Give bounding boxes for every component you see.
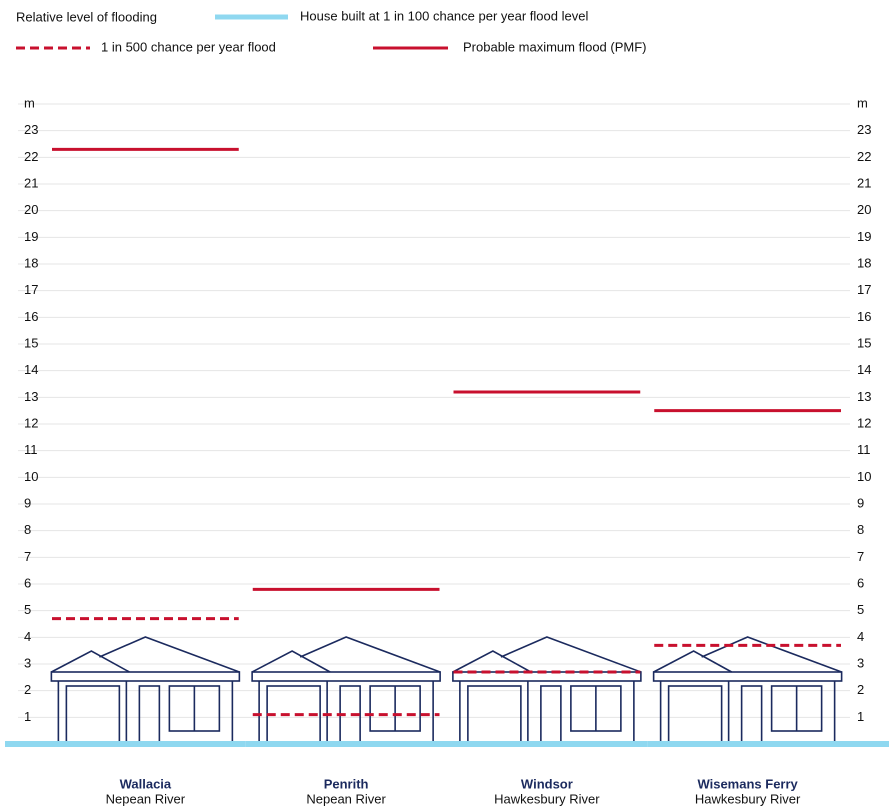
y-tick-label-right: 9	[857, 495, 864, 510]
y-tick-label-right: 8	[857, 522, 864, 537]
y-tick-label: 21	[24, 175, 38, 190]
y-tick-label: 22	[24, 149, 38, 164]
category-label: Wisemans Ferry	[697, 776, 798, 791]
y-tick-label: 7	[24, 549, 31, 564]
category-label: Wallacia	[120, 776, 172, 791]
y-tick-label-right: 4	[857, 629, 864, 644]
y-tick-label: 19	[24, 229, 38, 244]
y-tick-label-right: 12	[857, 415, 871, 430]
y-tick-label: 2	[24, 682, 31, 697]
legend-label: 1 in 500 chance per year flood	[101, 39, 276, 54]
y-tick-label-right: 1	[857, 709, 864, 724]
y-tick-label: 15	[24, 335, 38, 350]
y-tick-label-right: 23	[857, 122, 871, 137]
y-tick-label-right: 11	[857, 442, 871, 457]
y-tick-label: 5	[24, 602, 31, 617]
category-sublabel: Nepean River	[306, 791, 386, 806]
y-tick-label: m	[24, 95, 35, 110]
y-tick-label: 18	[24, 255, 38, 270]
y-tick-label-right: 7	[857, 549, 864, 564]
y-tick-label: 8	[24, 522, 31, 537]
y-tick-label-right: 18	[857, 255, 871, 270]
category-sublabel: Nepean River	[106, 791, 186, 806]
legend-title: Relative level of flooding	[16, 9, 157, 24]
y-tick-label-right: 17	[857, 282, 871, 297]
y-tick-label-right: 13	[857, 389, 871, 404]
house	[652, 636, 843, 746]
y-tick-label: 12	[24, 415, 38, 430]
y-tick-label-right: 20	[857, 202, 871, 217]
y-tick-label: 16	[24, 309, 38, 324]
legend-label: House built at 1 in 100 chance per year …	[300, 8, 588, 23]
y-tick-label-right: m	[857, 95, 868, 110]
legend-label: Probable maximum flood (PMF)	[463, 39, 647, 54]
y-tick-label: 17	[24, 282, 38, 297]
y-tick-label: 3	[24, 655, 31, 670]
y-tick-label-right: 21	[857, 175, 871, 190]
y-tick-label: 10	[24, 469, 38, 484]
y-tick-label-right: 2	[857, 682, 864, 697]
y-tick-label: 4	[24, 629, 31, 644]
house	[452, 636, 642, 746]
category-label: Penrith	[324, 776, 369, 791]
y-tick-label-right: 10	[857, 469, 871, 484]
y-tick-label: 11	[24, 442, 38, 457]
y-tick-label: 13	[24, 389, 38, 404]
y-tick-label-right: 16	[857, 309, 871, 324]
y-tick-label-right: 15	[857, 335, 871, 350]
y-tick-label: 9	[24, 495, 31, 510]
y-tick-label-right: 5	[857, 602, 864, 617]
y-tick-label: 14	[24, 362, 38, 377]
y-tick-label-right: 22	[857, 149, 871, 164]
y-tick-label: 1	[24, 709, 31, 724]
category-label: Windsor	[521, 776, 573, 791]
y-tick-label-right: 6	[857, 575, 864, 590]
y-tick-label: 23	[24, 122, 38, 137]
y-tick-label-right: 19	[857, 229, 871, 244]
category-sublabel: Hawkesbury River	[695, 791, 801, 806]
y-tick-label: 20	[24, 202, 38, 217]
category-sublabel: Hawkesbury River	[494, 791, 600, 806]
y-tick-label-right: 3	[857, 655, 864, 670]
y-tick-label: 6	[24, 575, 31, 590]
y-tick-label-right: 14	[857, 362, 871, 377]
